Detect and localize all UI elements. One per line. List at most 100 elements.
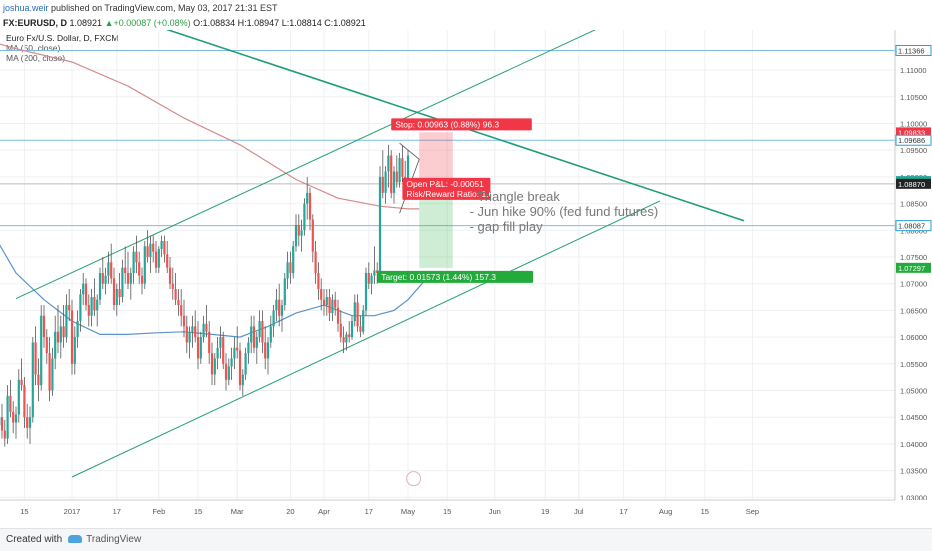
candle-body xyxy=(259,321,261,337)
candle-body xyxy=(77,321,79,337)
price-label: 1.07297 xyxy=(898,264,925,273)
candle-body xyxy=(189,332,191,343)
symbol: FX:EURUSD, D xyxy=(3,18,67,28)
price-chart[interactable]: Euro Fx/U.S. Dollar, D, FXCM MA (50, clo… xyxy=(0,30,932,528)
candle-body xyxy=(158,249,160,268)
candle-body xyxy=(365,273,367,310)
candle-body xyxy=(138,262,140,275)
x-tick-label: Jun xyxy=(489,507,501,516)
candle-body xyxy=(9,396,11,412)
y-tick-label: 1.04500 xyxy=(900,413,927,422)
tradingview-brand[interactable]: TradingView xyxy=(86,534,141,545)
candle-body xyxy=(1,417,3,430)
candle-body xyxy=(12,412,14,423)
candle-body xyxy=(99,273,101,300)
candle-body xyxy=(303,204,305,231)
candle-body xyxy=(57,332,59,343)
annotation-text: - Jun hike 90% (fed fund futures) xyxy=(470,204,659,219)
x-tick-label: 17 xyxy=(365,507,373,516)
candle-body xyxy=(225,364,227,380)
x-tick-label: 15 xyxy=(701,507,709,516)
candle-body xyxy=(35,342,37,374)
candle-body xyxy=(82,284,84,295)
candle-body xyxy=(40,316,42,385)
candle-body xyxy=(15,415,17,423)
candle-body xyxy=(359,326,361,331)
candle-body xyxy=(323,300,325,305)
candle-body xyxy=(334,300,336,308)
y-tick-label: 1.10500 xyxy=(900,93,927,102)
candle-body xyxy=(239,350,241,385)
candle-body xyxy=(351,321,353,337)
candle-body xyxy=(340,324,342,337)
price-label: 1.09686 xyxy=(898,136,925,145)
candle-body xyxy=(91,297,93,316)
candle-body xyxy=(233,348,235,359)
candle-body xyxy=(362,310,364,331)
candle-body xyxy=(93,297,95,310)
candle-body xyxy=(208,332,210,353)
price-label: 1.11366 xyxy=(898,47,925,56)
candle-body xyxy=(96,300,98,311)
x-tick-label: 15 xyxy=(20,507,28,516)
candle-body xyxy=(245,353,247,374)
candle-body xyxy=(4,431,6,439)
candle-body xyxy=(236,348,238,351)
x-tick-label: Feb xyxy=(152,507,165,516)
candle-body xyxy=(222,337,224,364)
candle-body xyxy=(287,262,289,278)
candle-body xyxy=(373,270,375,275)
candle-body xyxy=(331,300,333,313)
x-tick-label: 15 xyxy=(443,507,451,516)
candle-body xyxy=(200,337,202,358)
last-price: 1.08921 xyxy=(70,18,103,28)
candle-body xyxy=(242,374,244,385)
watermark-circle xyxy=(407,472,421,486)
publish-info: joshua.weir published on TradingView.com… xyxy=(0,0,932,16)
author-link[interactable]: joshua.weir xyxy=(3,3,49,13)
candle-body xyxy=(107,262,109,275)
candle-body xyxy=(169,268,171,284)
candle-body xyxy=(110,262,112,278)
x-tick-label: 17 xyxy=(113,507,121,516)
candle-body xyxy=(186,326,188,342)
x-tick-label: Mar xyxy=(231,507,244,516)
open-value: O:1.08834 xyxy=(193,18,235,28)
legend-title: Euro Fx/U.S. Dollar, D, FXCM xyxy=(6,33,118,43)
candle-body xyxy=(74,337,76,364)
candle-body xyxy=(217,348,219,359)
candle-body xyxy=(231,358,233,366)
price-label: 1.08870 xyxy=(898,180,925,189)
x-tick-label: 15 xyxy=(194,507,202,516)
candle-body xyxy=(203,324,205,337)
price-axis: 1.110001.105001.100001.095001.090001.085… xyxy=(895,30,932,502)
candle-body xyxy=(119,289,121,297)
x-tick-label: 19 xyxy=(541,507,549,516)
candle-body xyxy=(197,337,199,358)
x-tick-label: 17 xyxy=(619,507,627,516)
candle-body xyxy=(390,156,392,193)
candle-body xyxy=(152,244,154,252)
candle-body xyxy=(23,385,25,417)
candle-body xyxy=(354,302,356,321)
candle-body xyxy=(133,252,135,273)
y-tick-label: 1.09500 xyxy=(900,146,927,155)
candle-body xyxy=(102,273,104,284)
candle-body xyxy=(180,305,182,316)
candle-body xyxy=(155,252,157,268)
stop-zone xyxy=(419,132,453,183)
stop-label: Stop: 0.00963 (0.88%) 96.3 xyxy=(395,119,499,129)
candle-body xyxy=(141,276,143,284)
candle-body xyxy=(345,334,347,342)
chart-area[interactable]: Euro Fx/U.S. Dollar, D, FXCM MA (50, clo… xyxy=(0,30,932,528)
x-tick-label: May xyxy=(401,507,415,516)
candle-body xyxy=(401,158,403,177)
candle-body xyxy=(275,300,277,311)
candle-body xyxy=(88,305,90,316)
candle-body xyxy=(149,244,151,257)
candle-body xyxy=(264,342,266,358)
channel-lower-line xyxy=(72,201,660,477)
